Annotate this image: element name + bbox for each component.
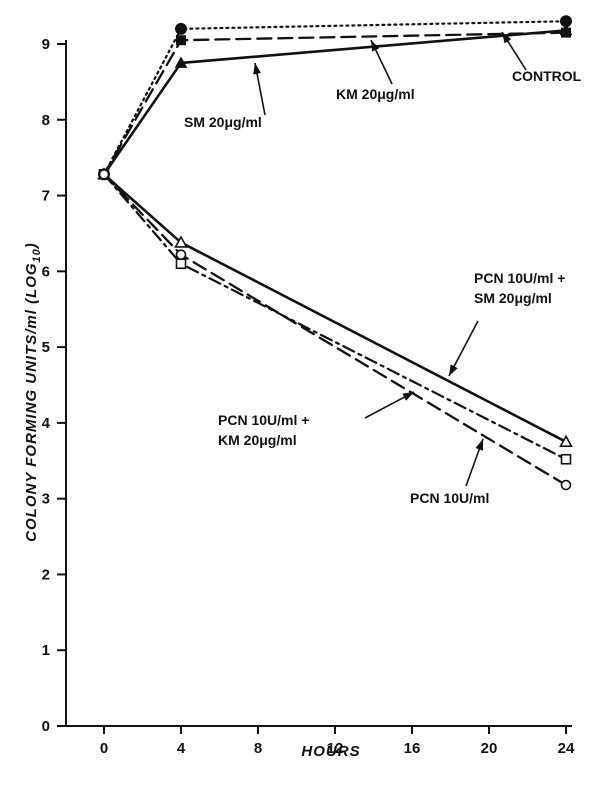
annotation-label-pcn-sm: PCN 10U/ml + SM 20μg/ml	[474, 270, 565, 306]
markers-layer	[97, 15, 573, 491]
data-point-pcn-10u-ml-km-20-g-ml	[175, 258, 187, 270]
annotation-layer: CONTROL KM 20μg/ml SM 20μg/ml PCN 10U/ml + S…	[184, 31, 582, 506]
annotation-label-pcn-km: PCN 10U/ml + KM 20μg/ml	[218, 412, 309, 448]
x-tick-label: 8	[254, 740, 262, 757]
x-tick-label: 12	[327, 740, 344, 757]
series-layer	[102, 20, 568, 487]
data-point-pcn-10u-ml	[175, 249, 187, 260]
data-point-pcn-10u-ml-sm-20-g-ml	[174, 235, 188, 248]
data-point-pcn-10u-ml-km-20-g-ml	[560, 453, 572, 465]
data-point-pcn-10u-ml	[98, 169, 110, 180]
data-point-km-20-g-ml	[176, 35, 186, 46]
y-tick-label: 6	[42, 263, 50, 280]
annotation-label-km: KM 20μg/ml	[336, 86, 415, 102]
data-point-pcn-10u-ml-sm-20-g-ml	[559, 434, 573, 448]
data-point-sm-20-g-ml	[559, 23, 573, 36]
data-point-control	[175, 22, 187, 35]
series-line-pcn-10u-ml	[102, 173, 568, 487]
annotation-arrowhead-km	[371, 40, 380, 52]
data-point-pcn-10u-ml	[560, 479, 572, 491]
y-tick-label: 1	[42, 642, 50, 659]
y-axis-title: COLONY FORMING UNITS/ml (LOG10)	[23, 242, 43, 542]
x-axis-title: HOURS	[301, 743, 360, 760]
series-line-control	[102, 20, 568, 176]
y-tick-label: 9	[42, 36, 50, 53]
annotation-arrowhead-pcn-km	[402, 392, 414, 401]
x-tick-label: 0	[100, 740, 108, 757]
series-line-km-20-g-ml	[102, 31, 568, 176]
annotation-arrowhead-sm	[253, 63, 262, 75]
y-tick-label: 8	[42, 112, 50, 129]
annotation-label-pcn: PCN 10U/ml	[410, 490, 489, 506]
series-line-pcn-10u-ml-sm-20-g-ml	[102, 173, 568, 444]
annotation-arrowhead-pcn	[475, 439, 484, 451]
annotation-label-control: CONTROL	[512, 68, 582, 84]
y-tick-label: 2	[42, 566, 50, 583]
series-line-pcn-10u-ml-km-20-g-ml	[102, 173, 568, 461]
y-tick-label: 3	[42, 491, 50, 508]
y-tick-label: 7	[42, 188, 50, 205]
annotation-arrowhead-control	[502, 32, 512, 44]
x-tick-label: 16	[404, 740, 421, 757]
x-tick-label: 24	[558, 740, 575, 757]
x-tick-label: 20	[481, 740, 498, 757]
annotation-label-sm: SM 20μg/ml	[184, 114, 262, 130]
y-tick-label: 5	[42, 339, 50, 356]
x-tick-label: 4	[177, 740, 186, 757]
y-tick-label: 4	[42, 415, 51, 432]
data-point-sm-20-g-ml	[174, 56, 188, 68]
annotation-arrowhead-pcn-sm	[449, 364, 458, 376]
y-tick-label: 0	[42, 718, 50, 735]
